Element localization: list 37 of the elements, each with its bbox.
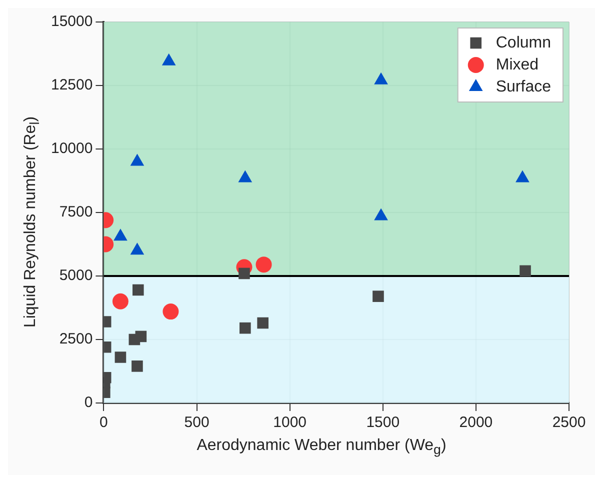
point: [112, 293, 128, 310]
point: [372, 290, 384, 302]
legend-label: Mixed: [496, 56, 539, 74]
point: [374, 208, 388, 220]
point: [257, 317, 268, 329]
y-tick-label: 15000: [50, 13, 93, 30]
point: [114, 228, 128, 241]
y-tick-label: 10000: [50, 140, 93, 158]
x-tick-label: 2000: [459, 414, 493, 432]
point: [132, 284, 144, 296]
point: [238, 268, 250, 280]
point: [238, 170, 252, 182]
y-tick-label: 0: [84, 394, 93, 412]
point: [114, 352, 126, 363]
legend-label: Column: [496, 34, 551, 52]
y-tick-label: 2500: [59, 330, 93, 348]
point: [162, 53, 176, 66]
x-tick-label: 2500: [552, 414, 586, 432]
point: [130, 242, 144, 255]
point: [240, 322, 251, 334]
x-axis-title: Aerodynamic Weber number (We$_{g}$): [196, 437, 448, 458]
x-tick-label: 1500: [366, 414, 400, 432]
x-tick-label: 1000: [273, 414, 307, 432]
point: [516, 170, 530, 182]
point: [130, 154, 144, 166]
point: [135, 330, 147, 342]
point: [256, 256, 272, 273]
point: [132, 360, 143, 372]
y-tick-label: 7500: [59, 204, 93, 221]
point: [520, 265, 531, 277]
y-tick-label: 12500: [50, 76, 93, 94]
point: [162, 304, 179, 320]
x-tick-label: 500: [184, 414, 210, 432]
x-tick-label: 0: [100, 414, 108, 432]
legend-label: Surface: [496, 78, 552, 96]
y-tick-label: 5000: [59, 267, 93, 284]
point: [374, 72, 388, 84]
